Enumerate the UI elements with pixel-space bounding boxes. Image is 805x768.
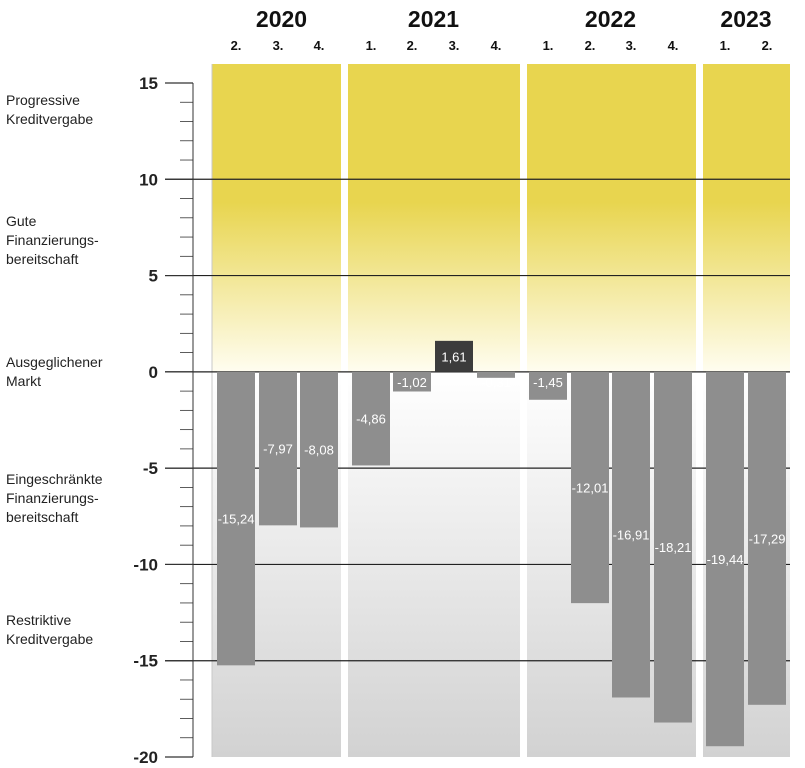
quarter-label: 1. (543, 38, 554, 53)
bar-value-label: 1,61 (441, 349, 466, 364)
y-tick-label: 10 (139, 170, 158, 189)
band-label: Progressive Kreditvergabe (6, 91, 94, 127)
bar (300, 371, 338, 528)
y-tick-label: 15 (139, 74, 158, 93)
bar (477, 371, 515, 378)
y-tick-label: 5 (149, 267, 158, 286)
band-label: Ausgeglichener Markt (6, 353, 103, 389)
quarter-label: 3. (449, 38, 460, 53)
quarter-label: 3. (626, 38, 637, 53)
band-label: Eingeschränkte Finanzierungs- bereitscha… (6, 471, 103, 526)
bar-value-label: -16,91 (613, 528, 650, 543)
bar (217, 371, 255, 666)
positive-zone-2 (348, 64, 520, 372)
quarter-label: 2. (407, 38, 418, 53)
bar-value-label: -4,86 (356, 412, 386, 427)
bar (259, 371, 297, 526)
bar (529, 371, 567, 400)
bar (654, 371, 692, 723)
band-label: Restriktive Kreditvergabe (6, 611, 94, 647)
bar-value-label: -0,31 (481, 375, 511, 390)
bar-value-label: -18,21 (655, 540, 692, 555)
quarter-label: 1. (366, 38, 377, 53)
quarter-label: 4. (314, 38, 325, 53)
bar-value-label: -12,01 (572, 480, 609, 495)
positive-zone-1 (212, 64, 341, 372)
quarter-label: 2. (762, 38, 773, 53)
bar (435, 340, 473, 372)
bar (748, 371, 786, 705)
quarter-label: 2. (585, 38, 596, 53)
year-label: 2020 (256, 6, 307, 32)
year-label: 2021 (408, 6, 459, 32)
quarter-label: 3. (273, 38, 284, 53)
bar (706, 371, 744, 747)
quarter-label: 1. (720, 38, 731, 53)
bar-value-label: -19,44 (707, 552, 744, 567)
bar-value-label: -1,45 (533, 375, 563, 390)
bar (612, 371, 650, 698)
positive-zone-4 (703, 64, 790, 372)
bar-value-label: -1,02 (397, 375, 427, 390)
y-tick-label: -5 (143, 459, 158, 478)
bar-value-label: -17,29 (749, 531, 786, 546)
band-label: Gute Finanzierungs- bereitschaft (6, 213, 99, 268)
positive-zone-3 (527, 64, 696, 372)
quarter-label: 4. (491, 38, 502, 53)
y-tick-label: 0 (149, 363, 158, 382)
bar (393, 371, 431, 392)
year-label: 2022 (585, 6, 636, 32)
bar-value-label: -15,24 (218, 512, 255, 527)
bar (571, 371, 609, 604)
bar (352, 371, 390, 466)
bar-value-label: -8,08 (304, 443, 334, 458)
quarter-label: 2. (231, 38, 242, 53)
y-tick-label: -15 (133, 652, 158, 671)
quarter-label: 4. (668, 38, 679, 53)
y-tick-label: -10 (133, 555, 158, 574)
y-tick-label: -20 (133, 748, 158, 767)
bar-value-label: -7,97 (263, 442, 293, 457)
year-label: 2023 (720, 6, 771, 32)
